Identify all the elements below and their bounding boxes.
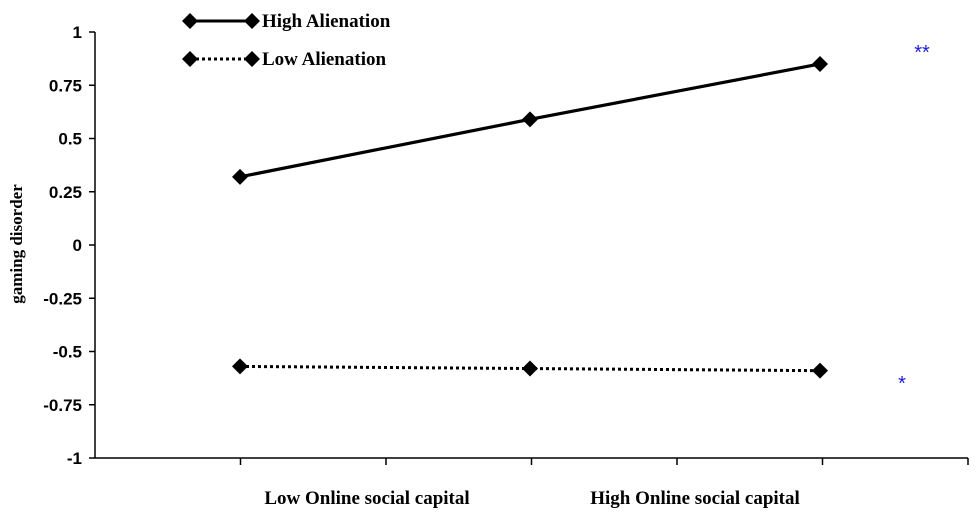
x-category-label-low: Low Online social capital <box>264 488 469 509</box>
legend-marker <box>182 13 198 29</box>
y-tick-label: 1 <box>73 23 82 42</box>
data-point <box>522 360 538 377</box>
legend-label-high: High Alienation <box>262 11 391 32</box>
plot-area <box>232 55 828 379</box>
legend: High Alienation Low Alienation <box>182 11 391 70</box>
y-tick-label: -0.75 <box>43 396 82 415</box>
data-point <box>812 362 828 379</box>
data-point <box>232 168 248 185</box>
y-tick-label: -0.25 <box>43 289 82 308</box>
y-axis-label: gaming disorder <box>7 184 26 304</box>
legend-marker <box>244 13 260 29</box>
y-tick-label: 0.25 <box>49 183 82 202</box>
y-tick-label: 0 <box>73 236 82 255</box>
y-tick-label: 0.5 <box>58 130 82 149</box>
data-point <box>522 111 538 128</box>
legend-marker <box>244 51 260 67</box>
significance-annotation-low: * <box>898 373 906 395</box>
legend-marker <box>182 51 198 67</box>
axes <box>89 31 969 465</box>
y-tick-labels: 1 0.75 0.5 0.25 0 -0.25 -0.5 -0.75 -1 <box>43 23 82 468</box>
y-tick-label: -1 <box>67 449 82 468</box>
y-tick-label: -0.5 <box>53 343 82 362</box>
data-point <box>232 358 248 375</box>
significance-annotation-high: ** <box>914 42 930 64</box>
data-point <box>812 55 828 72</box>
y-tick-label: 0.75 <box>49 76 82 95</box>
x-category-label-high: High Online social capital <box>590 488 800 509</box>
legend-label-low: Low Alienation <box>262 49 386 70</box>
